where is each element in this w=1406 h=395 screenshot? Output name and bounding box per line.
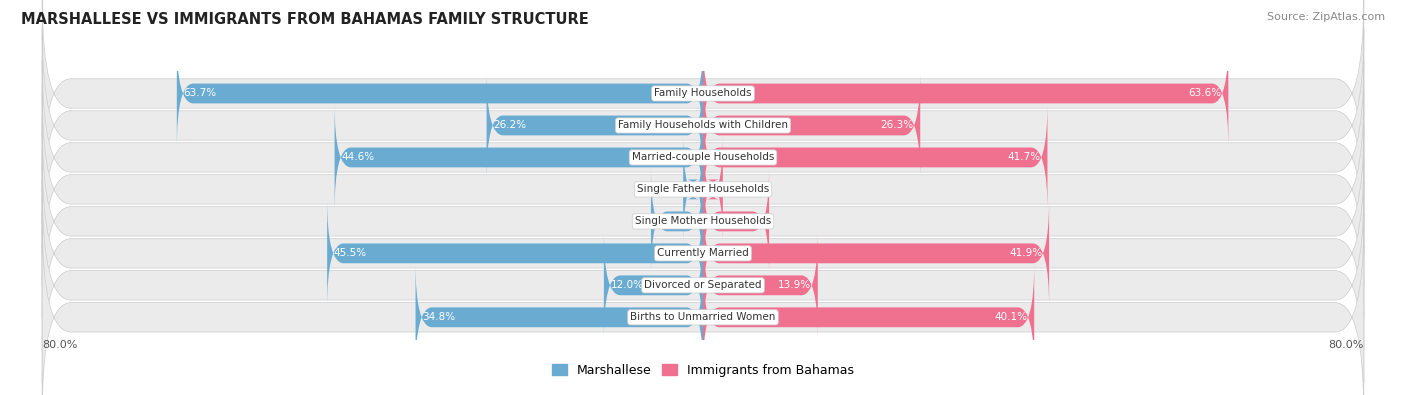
Text: Divorced or Separated: Divorced or Separated: [644, 280, 762, 290]
FancyBboxPatch shape: [605, 231, 703, 339]
FancyBboxPatch shape: [42, 92, 1364, 287]
Text: Single Mother Households: Single Mother Households: [636, 216, 770, 226]
Text: 26.2%: 26.2%: [494, 120, 526, 130]
Text: Family Households with Children: Family Households with Children: [619, 120, 787, 130]
Text: Married-couple Households: Married-couple Households: [631, 152, 775, 162]
FancyBboxPatch shape: [328, 199, 703, 307]
Text: 41.9%: 41.9%: [1010, 248, 1042, 258]
Text: Family Households: Family Households: [654, 88, 752, 98]
Text: 34.8%: 34.8%: [422, 312, 456, 322]
Text: 44.6%: 44.6%: [342, 152, 374, 162]
Text: 26.3%: 26.3%: [880, 120, 914, 130]
FancyBboxPatch shape: [42, 60, 1364, 255]
Text: Births to Unmarried Women: Births to Unmarried Women: [630, 312, 776, 322]
FancyBboxPatch shape: [703, 135, 723, 243]
FancyBboxPatch shape: [703, 71, 921, 179]
FancyBboxPatch shape: [177, 40, 703, 147]
FancyBboxPatch shape: [42, 0, 1364, 191]
FancyBboxPatch shape: [42, 28, 1364, 223]
Text: 63.7%: 63.7%: [183, 88, 217, 98]
FancyBboxPatch shape: [42, 124, 1364, 319]
FancyBboxPatch shape: [42, 220, 1364, 395]
FancyBboxPatch shape: [703, 40, 1229, 147]
FancyBboxPatch shape: [416, 263, 703, 371]
Text: 63.6%: 63.6%: [1188, 88, 1222, 98]
FancyBboxPatch shape: [683, 135, 703, 243]
FancyBboxPatch shape: [651, 167, 703, 275]
FancyBboxPatch shape: [703, 263, 1035, 371]
Text: 13.9%: 13.9%: [778, 280, 811, 290]
Text: 6.3%: 6.3%: [658, 216, 685, 226]
Text: Single Father Households: Single Father Households: [637, 184, 769, 194]
Text: 40.1%: 40.1%: [994, 312, 1028, 322]
FancyBboxPatch shape: [703, 199, 1049, 307]
FancyBboxPatch shape: [703, 167, 769, 275]
FancyBboxPatch shape: [42, 156, 1364, 351]
FancyBboxPatch shape: [703, 103, 1047, 211]
Text: 80.0%: 80.0%: [1329, 340, 1364, 350]
FancyBboxPatch shape: [335, 103, 703, 211]
Text: 12.0%: 12.0%: [610, 280, 644, 290]
FancyBboxPatch shape: [486, 71, 703, 179]
Text: Currently Married: Currently Married: [657, 248, 749, 258]
FancyBboxPatch shape: [703, 231, 818, 339]
Text: Source: ZipAtlas.com: Source: ZipAtlas.com: [1267, 12, 1385, 22]
Text: MARSHALLESE VS IMMIGRANTS FROM BAHAMAS FAMILY STRUCTURE: MARSHALLESE VS IMMIGRANTS FROM BAHAMAS F…: [21, 12, 589, 27]
Text: 45.5%: 45.5%: [333, 248, 367, 258]
Legend: Marshallese, Immigrants from Bahamas: Marshallese, Immigrants from Bahamas: [547, 359, 859, 382]
Text: 2.4%: 2.4%: [690, 184, 716, 194]
Text: 41.7%: 41.7%: [1008, 152, 1040, 162]
FancyBboxPatch shape: [42, 188, 1364, 382]
Text: 8.0%: 8.0%: [737, 216, 762, 226]
Text: 2.4%: 2.4%: [690, 184, 716, 194]
Text: 80.0%: 80.0%: [42, 340, 77, 350]
